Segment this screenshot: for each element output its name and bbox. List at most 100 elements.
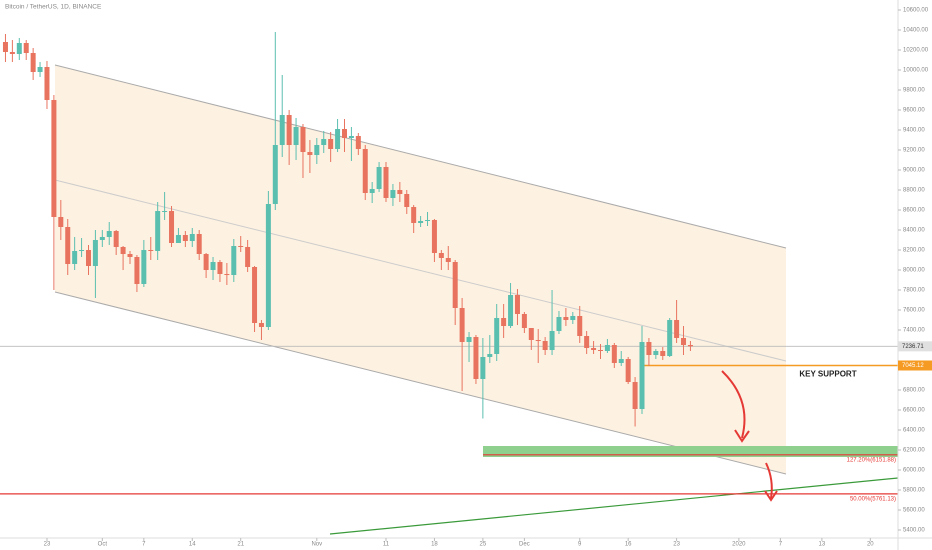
candle-body — [390, 190, 396, 198]
candle-body — [397, 190, 403, 194]
trend-line — [329, 477, 899, 535]
candle-body — [563, 317, 569, 320]
y-tick-label: 8800.00 — [903, 188, 925, 194]
y-tick-label: 10400.00 — [903, 28, 929, 34]
candle-body — [141, 250, 147, 284]
y-tick-label: 6000.00 — [903, 468, 925, 474]
candle-body — [431, 220, 437, 253]
candle-body — [681, 338, 687, 345]
candle-body — [618, 359, 624, 363]
x-tick-label: 18 — [431, 542, 438, 548]
candle-body — [570, 316, 576, 320]
candle-body — [9, 52, 15, 54]
y-tick-label: 9600.00 — [903, 108, 925, 114]
candle-body — [328, 139, 334, 149]
y-tick-label: 8600.00 — [903, 208, 925, 214]
y-tick-label: 7400.00 — [903, 328, 925, 334]
candle-body — [286, 115, 292, 145]
y-tick-label: 6600.00 — [903, 408, 925, 414]
channel-fill — [55, 65, 786, 474]
candle-body — [660, 351, 666, 356]
y-tick-label: 6400.00 — [903, 428, 925, 434]
candle-body — [632, 382, 638, 409]
candle-body — [265, 204, 271, 327]
y-tick-label: 5800.00 — [903, 488, 925, 494]
last-price-tag — [898, 341, 932, 352]
candle-body — [238, 246, 244, 247]
candle-body — [521, 314, 527, 328]
candle-body — [646, 342, 652, 355]
candle-body — [452, 262, 458, 308]
marks — [0, 32, 898, 495]
candle-body — [314, 145, 320, 155]
candle-body — [148, 250, 154, 251]
y-tick-label: 5600.00 — [903, 508, 925, 514]
x-tick-label: 25 — [480, 542, 487, 548]
candle-body — [23, 43, 29, 53]
candle-body — [549, 331, 555, 350]
candle-body — [480, 357, 486, 379]
candle-body — [72, 251, 78, 264]
candle-body — [404, 194, 410, 207]
fib-label: 50.00%(5761.13) — [850, 496, 896, 502]
candle-body — [210, 262, 216, 270]
y-tick-label: 9400.00 — [903, 128, 925, 134]
candle-body — [556, 317, 562, 331]
x-tick-label: 11 — [383, 542, 390, 548]
target-zone — [483, 446, 898, 457]
x-tick-label: Dec — [519, 542, 530, 548]
candle-body — [418, 221, 424, 223]
candle-body — [106, 231, 112, 237]
candle-body — [30, 53, 36, 72]
fib-label: 127.20%(6151.88) — [847, 457, 896, 463]
candle-body — [425, 220, 431, 221]
candle-body — [2, 42, 8, 52]
candle-body — [175, 235, 181, 243]
candle-body — [487, 354, 493, 357]
candle-body — [113, 231, 119, 247]
y-tick-label: 5400.00 — [903, 528, 925, 534]
candle-body — [92, 240, 98, 266]
x-tick-label: 9 — [578, 542, 582, 548]
y-tick-label: 9200.00 — [903, 148, 925, 154]
support-price-label: 7045.12 — [902, 363, 924, 369]
candle-body — [687, 345, 693, 347]
y-tick-label: 9800.00 — [903, 88, 925, 94]
support-text: KEY SUPPORT — [799, 370, 856, 379]
candle-body — [169, 211, 175, 243]
support-tag — [898, 360, 932, 371]
candle-body — [16, 43, 22, 54]
candle-body — [591, 348, 597, 350]
x-tick-label: 21 — [237, 542, 244, 548]
candle-body — [37, 67, 43, 72]
candle-body — [252, 267, 258, 323]
candle-body — [224, 274, 230, 275]
y-tick-label: 7600.00 — [903, 308, 925, 314]
candle-body — [321, 139, 327, 145]
candle-body — [625, 359, 631, 382]
candle-body — [293, 127, 299, 145]
x-tick-label: 13 — [819, 542, 826, 548]
candle-body — [245, 247, 251, 267]
y-tick-label: 9000.00 — [903, 168, 925, 174]
candle-body — [307, 152, 313, 155]
candle-body — [494, 318, 500, 354]
x-tick-label: Oct — [98, 542, 108, 548]
candle-body — [604, 345, 610, 351]
candle-body — [542, 341, 548, 350]
x-tick-label: 16 — [625, 542, 632, 548]
candle-body — [51, 100, 57, 217]
candle-body — [355, 136, 361, 149]
candle-body — [217, 262, 223, 274]
candle-body — [584, 336, 590, 348]
candle-body — [272, 145, 278, 204]
x-tick-label: 20 — [867, 542, 874, 548]
candle-body — [459, 308, 465, 342]
candle-body — [99, 237, 105, 240]
chart-title: Bitcoin / TetherUS, 1D, BINANCE — [5, 4, 102, 11]
candle-body — [79, 250, 85, 251]
candle-body — [127, 254, 133, 257]
candle-body — [182, 235, 188, 241]
candle-body — [155, 211, 161, 251]
